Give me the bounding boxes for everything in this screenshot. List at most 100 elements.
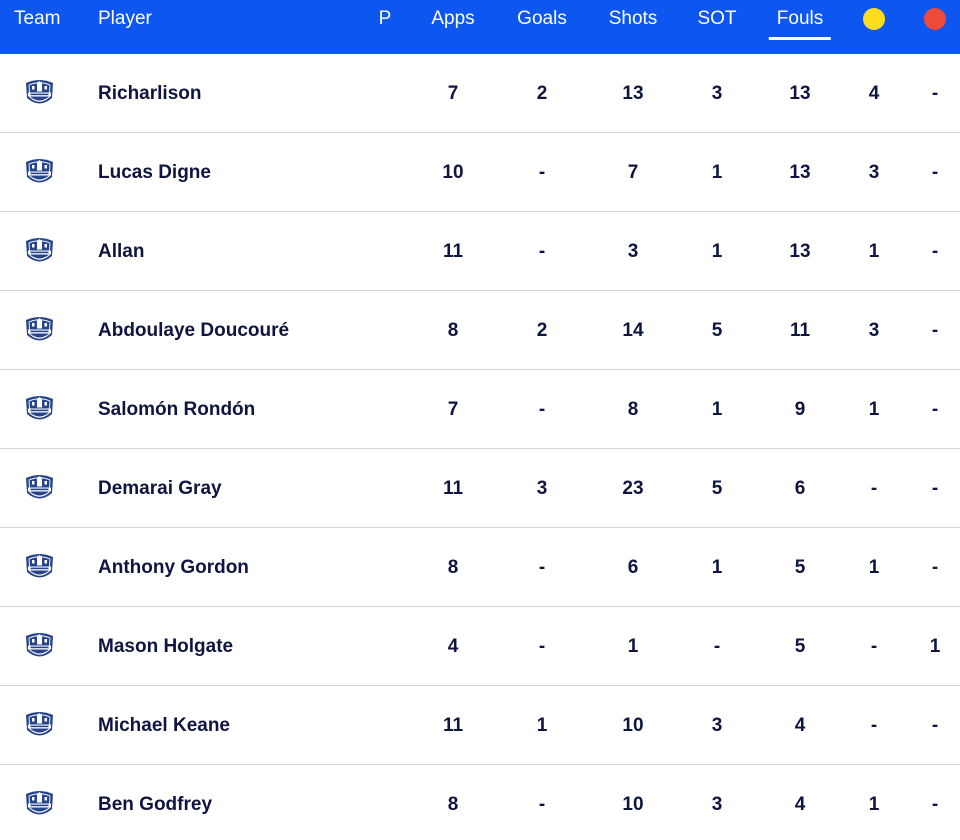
table-row[interactable]: Mason Holgate 4 - 1 - 5 - 1 <box>0 607 960 686</box>
cell-red-cards: - <box>931 557 939 578</box>
everton-crest-icon[interactable] <box>23 76 56 110</box>
cell-apps: 10 <box>442 162 464 183</box>
column-header-shots[interactable]: Shots <box>608 8 658 29</box>
cell-fouls: 5 <box>794 557 806 578</box>
everton-crest-icon[interactable] <box>23 392 56 426</box>
cell-red-cards: - <box>931 241 939 262</box>
cell-player-name[interactable]: Anthony Gordon <box>98 557 249 578</box>
cell-goals: - <box>538 636 546 657</box>
cell-apps: 11 <box>442 478 464 499</box>
everton-crest-icon[interactable] <box>23 708 56 742</box>
cell-player-name[interactable]: Mason Holgate <box>98 636 234 657</box>
cell-shots: 13 <box>622 83 644 104</box>
cell-yellow-cards: 1 <box>868 399 880 420</box>
cell-goals: 3 <box>536 478 548 499</box>
column-header-apps[interactable]: Apps <box>431 8 475 29</box>
table-row[interactable]: Salomón Rondón 7 - 8 1 9 1 - <box>0 370 960 449</box>
cell-player-name[interactable]: Richarlison <box>98 83 202 104</box>
cell-apps: 11 <box>442 715 464 736</box>
cell-fouls: 11 <box>789 320 811 341</box>
cell-apps: 4 <box>447 636 459 657</box>
cell-fouls: 13 <box>789 162 811 183</box>
table-header: Team Player P Apps Goals Shots SOT Fouls <box>0 0 960 54</box>
cell-sot: 1 <box>711 162 723 183</box>
cell-sot: 1 <box>711 399 723 420</box>
cell-shots: 7 <box>627 162 639 183</box>
column-header-fouls[interactable]: Fouls <box>768 0 832 54</box>
cell-yellow-cards: 4 <box>868 83 880 104</box>
table-row[interactable]: Lucas Digne 10 - 7 1 13 3 - <box>0 133 960 212</box>
cell-apps: 11 <box>442 241 464 262</box>
table-row[interactable]: Richarlison 7 2 13 3 13 4 - <box>0 54 960 133</box>
cell-red-cards: - <box>931 399 939 420</box>
column-header-position[interactable]: P <box>378 8 392 29</box>
cell-shots: 10 <box>622 715 644 736</box>
cell-shots: 3 <box>627 241 639 262</box>
cell-yellow-cards: - <box>870 636 878 657</box>
everton-crest-icon[interactable] <box>23 471 56 505</box>
cell-goals: 2 <box>536 320 548 341</box>
column-header-goals[interactable]: Goals <box>517 8 567 29</box>
cell-shots: 6 <box>627 557 639 578</box>
everton-crest-icon[interactable] <box>23 155 56 189</box>
column-header-sot[interactable]: SOT <box>697 8 737 29</box>
cell-apps: 8 <box>447 320 459 341</box>
cell-shots: 23 <box>622 478 644 499</box>
cell-yellow-cards: - <box>870 478 878 499</box>
table-row[interactable]: Ben Godfrey 8 - 10 3 4 1 - <box>0 765 960 840</box>
cell-sot: 3 <box>711 83 723 104</box>
table-row[interactable]: Demarai Gray 11 3 23 5 6 - - <box>0 449 960 528</box>
cell-goals: 1 <box>536 715 548 736</box>
cell-sot: - <box>713 636 721 657</box>
cell-red-cards: - <box>931 162 939 183</box>
table-row[interactable]: Abdoulaye Doucouré 8 2 14 5 11 3 - <box>0 291 960 370</box>
cell-red-cards: - <box>931 715 939 736</box>
cell-sot: 5 <box>711 320 723 341</box>
cell-red-cards: - <box>931 794 939 815</box>
cell-fouls: 9 <box>794 399 806 420</box>
column-header-team[interactable]: Team <box>14 8 61 29</box>
cell-yellow-cards: 1 <box>868 557 880 578</box>
cell-sot: 3 <box>711 715 723 736</box>
table-row[interactable]: Michael Keane 11 1 10 3 4- - <box>0 686 960 765</box>
everton-crest-icon[interactable] <box>23 550 56 584</box>
table-row[interactable]: Anthony Gordon 8 - 6 1 5 1 - <box>0 528 960 607</box>
cell-yellow-cards: - <box>870 715 878 736</box>
cell-player-name[interactable]: Demarai Gray <box>98 478 222 499</box>
cell-player-name[interactable]: Allan <box>98 241 145 262</box>
cell-fouls: 5 <box>794 636 806 657</box>
yellow-card-icon[interactable] <box>863 8 885 30</box>
cell-player-name[interactable]: Ben Godfrey <box>98 794 213 815</box>
cell-sot: 3 <box>711 794 723 815</box>
cell-sot: 5 <box>711 478 723 499</box>
table-body: Richarlison 7 2 13 3 13 4- Lucas Digne 10-7 1 13 3-… <box>0 54 960 840</box>
everton-crest-icon[interactable] <box>23 234 56 268</box>
everton-crest-icon[interactable] <box>23 629 56 663</box>
cell-shots: 8 <box>627 399 639 420</box>
cell-yellow-cards: 3 <box>868 320 880 341</box>
cell-player-name[interactable]: Lucas Digne <box>98 162 211 183</box>
cell-goals: - <box>538 241 546 262</box>
cell-fouls: 13 <box>789 83 811 104</box>
cell-red-cards: 1 <box>929 636 941 657</box>
everton-crest-icon[interactable] <box>23 787 56 821</box>
cell-goals: 2 <box>536 83 548 104</box>
cell-goals: - <box>538 557 546 578</box>
column-header-player[interactable]: Player <box>98 8 152 29</box>
cell-goals: - <box>538 399 546 420</box>
cell-shots: 14 <box>622 320 644 341</box>
cell-apps: 7 <box>447 83 459 104</box>
cell-player-name[interactable]: Michael Keane <box>98 715 230 736</box>
cell-sot: 1 <box>711 557 723 578</box>
red-card-icon[interactable] <box>924 8 946 30</box>
table-row[interactable]: Allan 11 - 3 1 13 1 - <box>0 212 960 291</box>
everton-crest-icon[interactable] <box>23 313 56 347</box>
cell-goals: - <box>538 794 546 815</box>
cell-apps: 8 <box>447 794 459 815</box>
cell-player-name[interactable]: Salomón Rondón <box>98 399 256 420</box>
cell-fouls: 4 <box>794 794 806 815</box>
cell-shots: 10 <box>622 794 644 815</box>
cell-player-name[interactable]: Abdoulaye Doucouré <box>98 320 290 341</box>
cell-fouls: 13 <box>789 241 811 262</box>
